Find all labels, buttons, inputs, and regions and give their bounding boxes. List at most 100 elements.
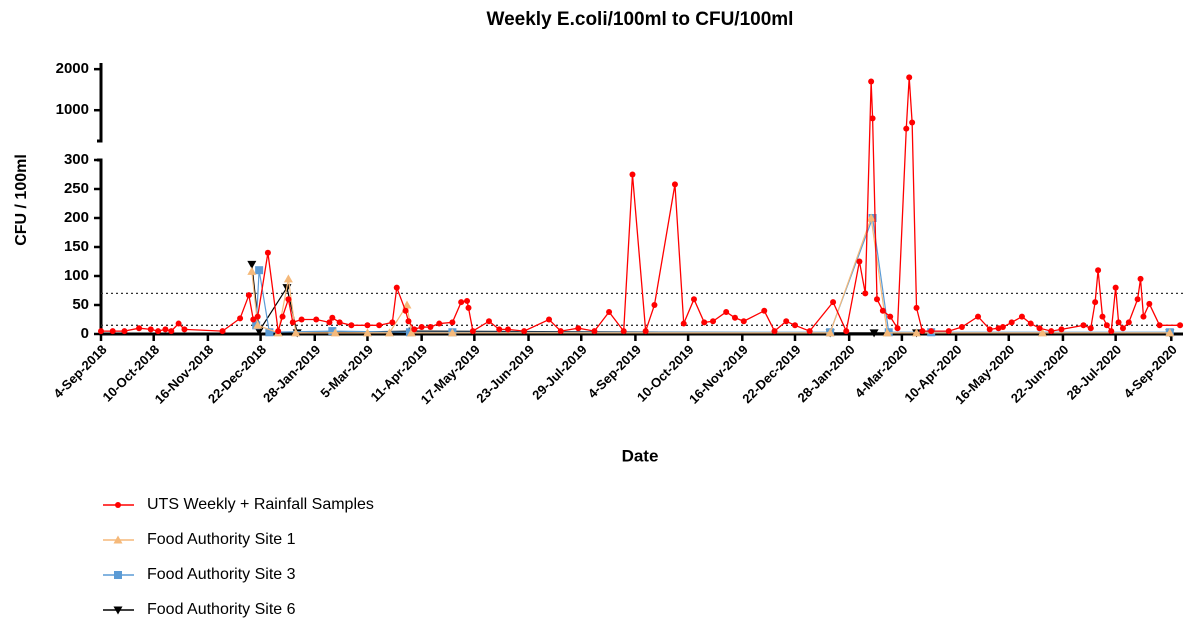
marker xyxy=(436,320,443,327)
marker xyxy=(114,571,122,579)
marker xyxy=(986,326,993,333)
marker xyxy=(427,324,434,331)
marker xyxy=(825,328,835,337)
x-tick-label: 4-Sep-2020 xyxy=(1121,342,1180,401)
marker xyxy=(458,299,465,306)
marker xyxy=(418,324,425,331)
marker xyxy=(945,328,952,335)
marker xyxy=(913,304,920,311)
marker xyxy=(1036,325,1043,332)
marker xyxy=(326,319,333,326)
marker xyxy=(485,318,492,325)
legend-item: Food Authority Site 6 xyxy=(103,601,296,618)
marker xyxy=(329,314,336,321)
marker xyxy=(98,328,104,335)
marker xyxy=(121,328,128,335)
marker xyxy=(771,328,778,335)
marker xyxy=(336,319,343,326)
marker xyxy=(168,328,175,335)
y-axis-label: CFU / 100ml xyxy=(13,154,30,246)
marker xyxy=(575,325,582,332)
marker xyxy=(792,322,799,329)
marker xyxy=(862,290,869,297)
marker xyxy=(731,314,738,321)
marker xyxy=(1080,322,1087,329)
marker xyxy=(1146,300,1153,307)
marker xyxy=(958,324,965,331)
legend-item: Food Authority Site 3 xyxy=(103,566,296,583)
marker xyxy=(313,316,320,323)
x-tick-label: 23-Jun-2019 xyxy=(473,342,537,406)
marker xyxy=(1095,267,1102,274)
marker xyxy=(806,328,813,335)
marker xyxy=(1140,313,1147,320)
marker xyxy=(1099,313,1106,320)
marker xyxy=(1165,328,1175,337)
x-tick-label: 28-Jan-2020 xyxy=(794,342,857,405)
marker xyxy=(928,328,935,335)
marker xyxy=(1018,313,1025,320)
y-tick-label: 0 xyxy=(81,325,89,342)
marker xyxy=(406,328,416,337)
marker xyxy=(866,213,876,222)
marker xyxy=(830,299,837,306)
marker xyxy=(465,304,472,311)
marker xyxy=(115,502,121,508)
y-tick-label: 200 xyxy=(64,209,89,226)
x-tick-label: 28-Jul-2020 xyxy=(1064,342,1125,403)
legend-label: UTS Weekly + Rainfall Samples xyxy=(147,496,374,513)
legend-item: UTS Weekly + Rainfall Samples xyxy=(103,496,374,513)
marker xyxy=(723,308,730,315)
legend-label: Food Authority Site 3 xyxy=(147,566,296,583)
marker xyxy=(285,296,292,303)
marker xyxy=(155,328,162,335)
marker xyxy=(1137,275,1144,282)
x-tick-label: 4-Mar-2020 xyxy=(852,342,911,401)
marker xyxy=(868,78,875,85)
marker xyxy=(761,307,768,314)
legend-label: Food Authority Site 6 xyxy=(147,601,296,618)
y-tick-label: 2000 xyxy=(56,60,89,77)
marker xyxy=(389,319,396,326)
marker xyxy=(348,322,355,329)
marker xyxy=(247,266,257,275)
marker xyxy=(247,260,257,269)
marker xyxy=(505,326,512,333)
x-tick-label: 29-Jul-2019 xyxy=(529,342,590,403)
marker xyxy=(109,328,116,335)
marker xyxy=(894,325,901,332)
marker xyxy=(546,316,553,323)
marker xyxy=(591,328,598,335)
marker xyxy=(411,326,418,333)
marker xyxy=(279,313,286,320)
marker xyxy=(405,318,412,325)
marker xyxy=(1048,328,1055,335)
marker xyxy=(873,296,880,303)
marker xyxy=(237,315,244,322)
marker xyxy=(393,284,400,291)
y-tick-label: 300 xyxy=(64,151,89,168)
marker xyxy=(384,328,394,337)
marker xyxy=(265,328,274,337)
marker xyxy=(275,328,282,335)
legend-label: Food Authority Site 1 xyxy=(147,531,296,548)
x-tick-label: 5-Mar-2019 xyxy=(317,342,376,401)
marker xyxy=(843,328,850,335)
marker xyxy=(906,74,913,81)
marker xyxy=(255,266,264,275)
series-line xyxy=(101,77,1181,334)
marker xyxy=(1087,325,1094,332)
x-tick-label: 28-Jan-2019 xyxy=(260,342,323,405)
y-tick-label: 50 xyxy=(72,296,89,313)
marker xyxy=(710,318,717,325)
y-tick-label: 150 xyxy=(64,238,89,255)
marker xyxy=(783,318,790,325)
marker xyxy=(919,328,926,335)
marker xyxy=(181,326,188,333)
marker xyxy=(740,318,747,325)
marker xyxy=(1156,322,1163,329)
marker xyxy=(113,535,123,544)
marker xyxy=(219,328,226,335)
marker xyxy=(254,327,264,336)
